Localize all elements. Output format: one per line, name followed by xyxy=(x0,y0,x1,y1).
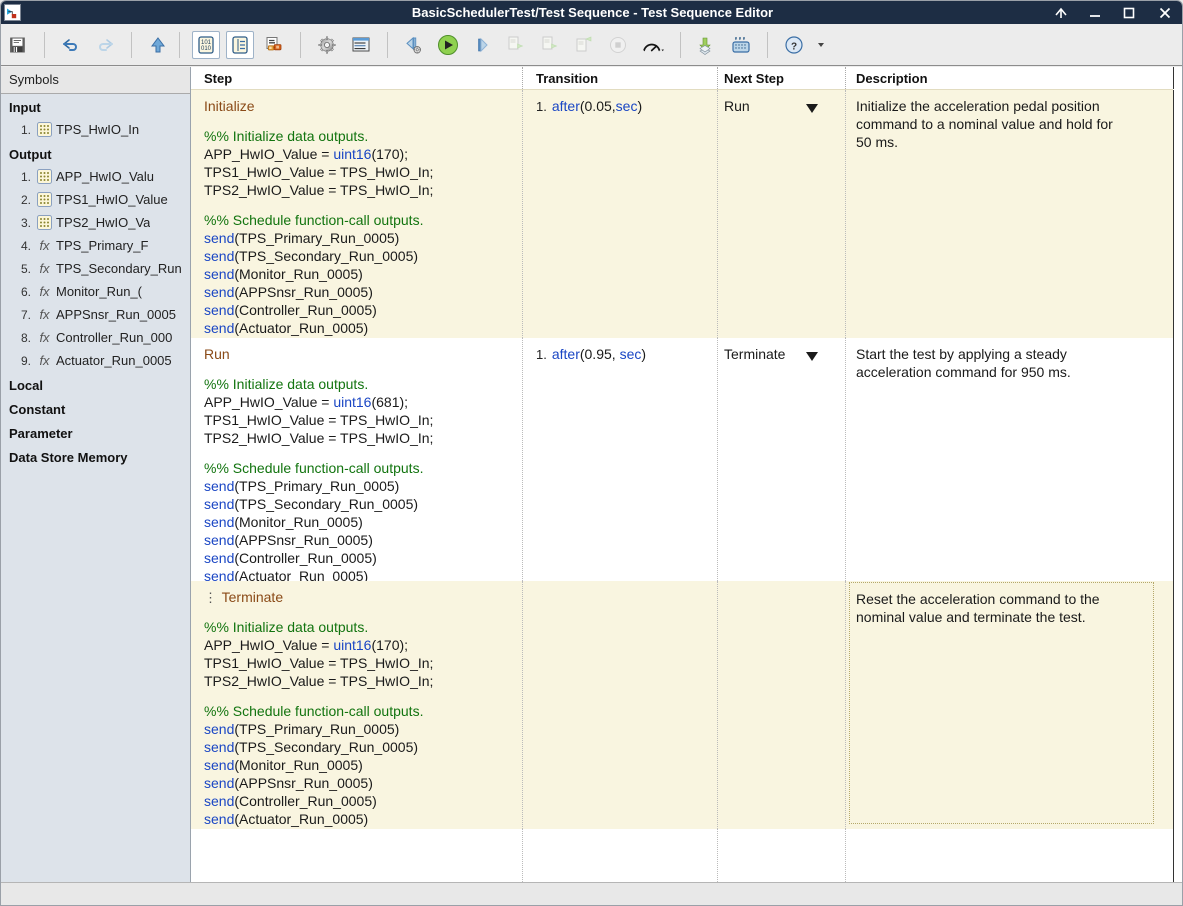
svg-text:?: ? xyxy=(791,41,797,52)
svg-text:010: 010 xyxy=(201,46,212,52)
